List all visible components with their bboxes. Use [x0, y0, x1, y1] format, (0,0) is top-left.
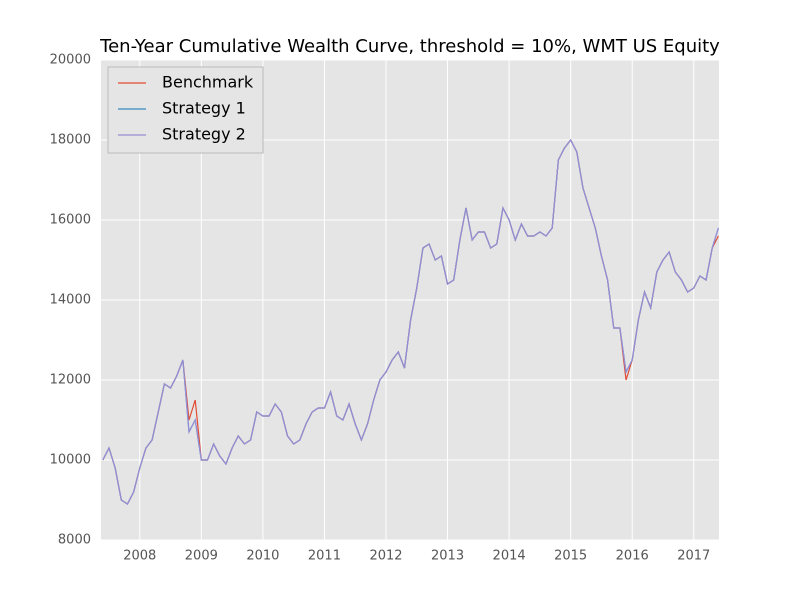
x-tick-label: 2014 — [493, 549, 526, 564]
chart-title: Ten-Year Cumulative Wealth Curve, thresh… — [99, 36, 720, 57]
x-tick-label: 2011 — [308, 549, 341, 564]
x-tick-label: 2009 — [185, 549, 218, 564]
y-tick-label: 18000 — [50, 133, 91, 148]
legend-box — [107, 66, 264, 154]
x-tick-label: 2015 — [554, 549, 587, 564]
x-tick-label: 2012 — [369, 549, 402, 564]
y-tick-label: 14000 — [50, 293, 91, 308]
x-tick-label: 2017 — [677, 549, 710, 564]
lines — [102, 138, 719, 505]
y-tick-label: 10000 — [50, 453, 91, 468]
legend-label: Benchmark — [162, 73, 254, 92]
y-tick-label: 20000 — [50, 53, 91, 68]
series-line — [102, 138, 719, 505]
x-tick-label: 2013 — [431, 549, 464, 564]
legend-label: Strategy 2 — [162, 125, 246, 144]
legend-label: Strategy 1 — [162, 99, 246, 118]
x-tick-label: 2016 — [616, 549, 649, 564]
y-tick-label: 12000 — [50, 373, 91, 388]
x-tick-label: 2010 — [246, 549, 279, 564]
y-tick-label: 16000 — [50, 213, 91, 228]
x-tick-label: 2008 — [123, 549, 156, 564]
ticks: 8000 10000 12000 14000 16000 18000 20000 2008 20… — [50, 53, 711, 564]
legend: Benchmark Strategy 1 Strategy 2 — [107, 66, 264, 154]
y-tick-label: 8000 — [58, 533, 91, 548]
